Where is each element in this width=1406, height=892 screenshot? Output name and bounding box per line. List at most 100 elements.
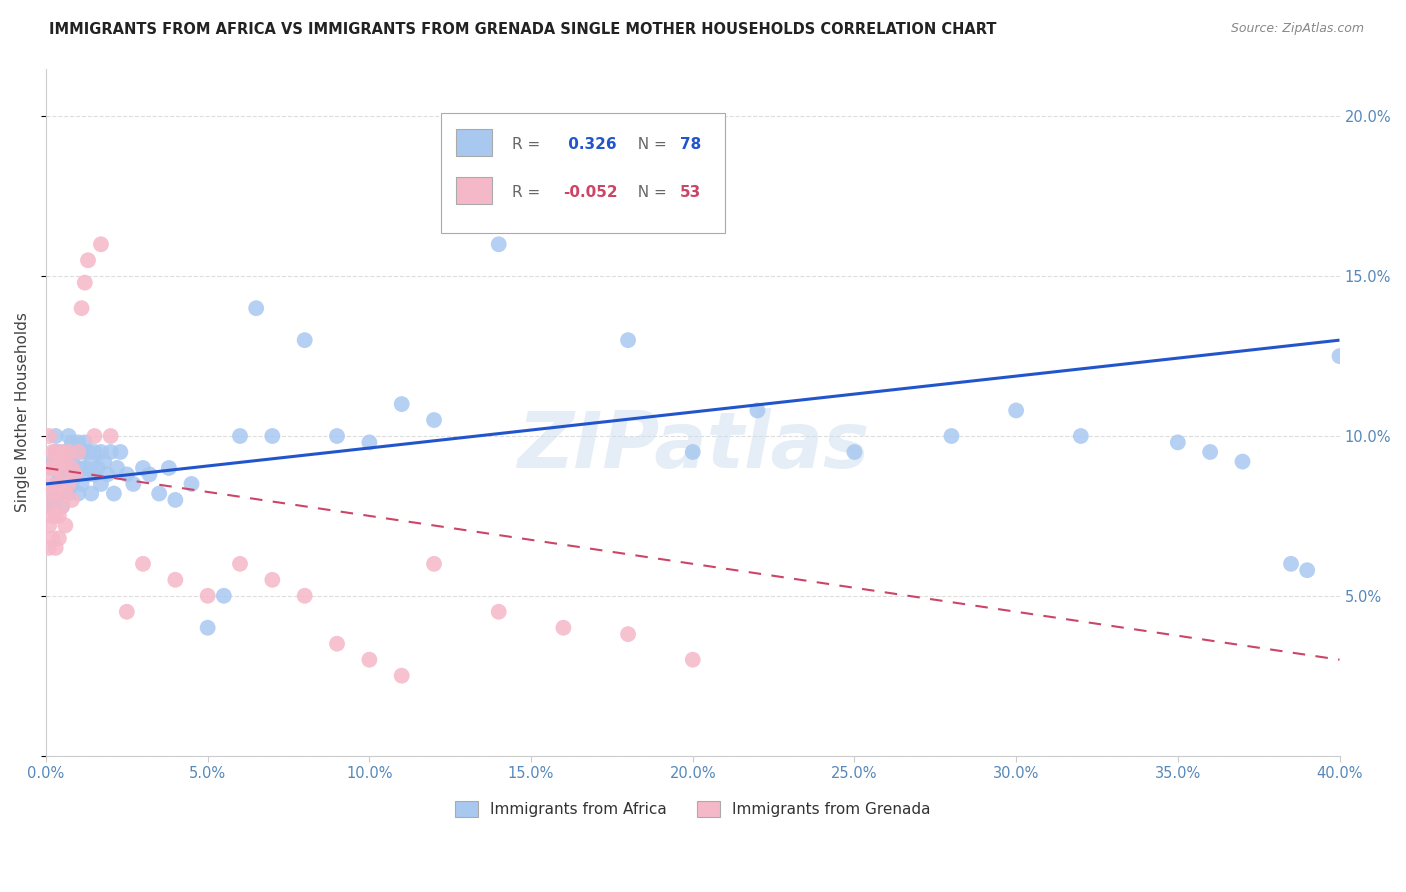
Point xyxy=(122,477,145,491)
Point xyxy=(1070,429,1092,443)
Point xyxy=(73,461,96,475)
Point xyxy=(38,461,60,475)
Text: -0.052: -0.052 xyxy=(564,185,619,200)
Point xyxy=(70,477,93,491)
Point xyxy=(77,445,100,459)
Point xyxy=(51,467,73,482)
Point xyxy=(423,557,446,571)
Text: R =: R = xyxy=(512,185,544,200)
Point xyxy=(844,445,866,459)
Point xyxy=(83,429,105,443)
Point xyxy=(45,429,67,443)
Text: 0.326: 0.326 xyxy=(564,136,617,152)
Point xyxy=(77,467,100,482)
Point xyxy=(60,492,83,507)
Point xyxy=(38,541,60,555)
Point xyxy=(48,454,70,468)
Legend: Immigrants from Africa, Immigrants from Grenada: Immigrants from Africa, Immigrants from … xyxy=(449,796,936,823)
Point xyxy=(90,477,112,491)
Point xyxy=(48,486,70,500)
Point xyxy=(180,477,202,491)
Point xyxy=(77,253,100,268)
Point xyxy=(48,477,70,491)
Point xyxy=(1296,563,1319,577)
Point xyxy=(51,500,73,514)
Point xyxy=(51,454,73,468)
Point xyxy=(294,333,316,347)
Point xyxy=(53,445,76,459)
Point xyxy=(53,518,76,533)
Point xyxy=(70,445,93,459)
Text: ZIPatlas: ZIPatlas xyxy=(516,409,869,484)
Point xyxy=(48,467,70,482)
Point xyxy=(67,486,90,500)
Point xyxy=(212,589,235,603)
Point xyxy=(63,467,86,482)
Point xyxy=(58,429,80,443)
Point xyxy=(58,461,80,475)
FancyBboxPatch shape xyxy=(440,113,725,234)
Point xyxy=(245,301,267,316)
Point xyxy=(941,429,963,443)
Point xyxy=(45,477,67,491)
Point xyxy=(45,541,67,555)
Point xyxy=(38,492,60,507)
Text: N =: N = xyxy=(628,185,672,200)
Point xyxy=(1232,454,1254,468)
Point xyxy=(41,486,63,500)
Point xyxy=(262,573,284,587)
Point xyxy=(67,435,90,450)
Point xyxy=(262,429,284,443)
Point xyxy=(617,627,640,641)
Text: IMMIGRANTS FROM AFRICA VS IMMIGRANTS FROM GRENADA SINGLE MOTHER HOUSEHOLDS CORRE: IMMIGRANTS FROM AFRICA VS IMMIGRANTS FRO… xyxy=(49,22,997,37)
Text: N =: N = xyxy=(628,136,672,152)
Point xyxy=(132,461,155,475)
Point xyxy=(38,429,60,443)
Point xyxy=(391,397,413,411)
Point xyxy=(41,461,63,475)
Point xyxy=(83,467,105,482)
Point xyxy=(294,589,316,603)
Point xyxy=(48,445,70,459)
Point xyxy=(148,486,170,500)
Point xyxy=(67,461,90,475)
Point xyxy=(83,445,105,459)
Point xyxy=(132,557,155,571)
Point xyxy=(45,445,67,459)
Point xyxy=(1167,435,1189,450)
Point xyxy=(38,500,60,514)
Point xyxy=(45,461,67,475)
Text: Source: ZipAtlas.com: Source: ZipAtlas.com xyxy=(1230,22,1364,36)
Point xyxy=(41,531,63,545)
Point xyxy=(60,461,83,475)
Point xyxy=(359,653,381,667)
Point xyxy=(326,429,349,443)
Point xyxy=(229,429,252,443)
Text: 78: 78 xyxy=(681,136,702,152)
Point xyxy=(1329,349,1351,363)
Point xyxy=(60,435,83,450)
Point xyxy=(80,486,103,500)
Point xyxy=(38,461,60,475)
Point xyxy=(553,621,575,635)
Point xyxy=(60,454,83,468)
Point xyxy=(229,557,252,571)
Point xyxy=(103,486,125,500)
Point xyxy=(90,445,112,459)
Point xyxy=(73,435,96,450)
Point xyxy=(48,531,70,545)
Point xyxy=(165,492,187,507)
Point xyxy=(1279,557,1302,571)
Point xyxy=(70,301,93,316)
Point xyxy=(359,435,381,450)
Point xyxy=(105,461,128,475)
Point xyxy=(86,461,108,475)
Point xyxy=(391,668,413,682)
Point xyxy=(45,508,67,523)
Point xyxy=(51,500,73,514)
Point xyxy=(58,477,80,491)
Point xyxy=(41,454,63,468)
Point xyxy=(96,467,118,482)
Point xyxy=(617,333,640,347)
Point xyxy=(41,445,63,459)
